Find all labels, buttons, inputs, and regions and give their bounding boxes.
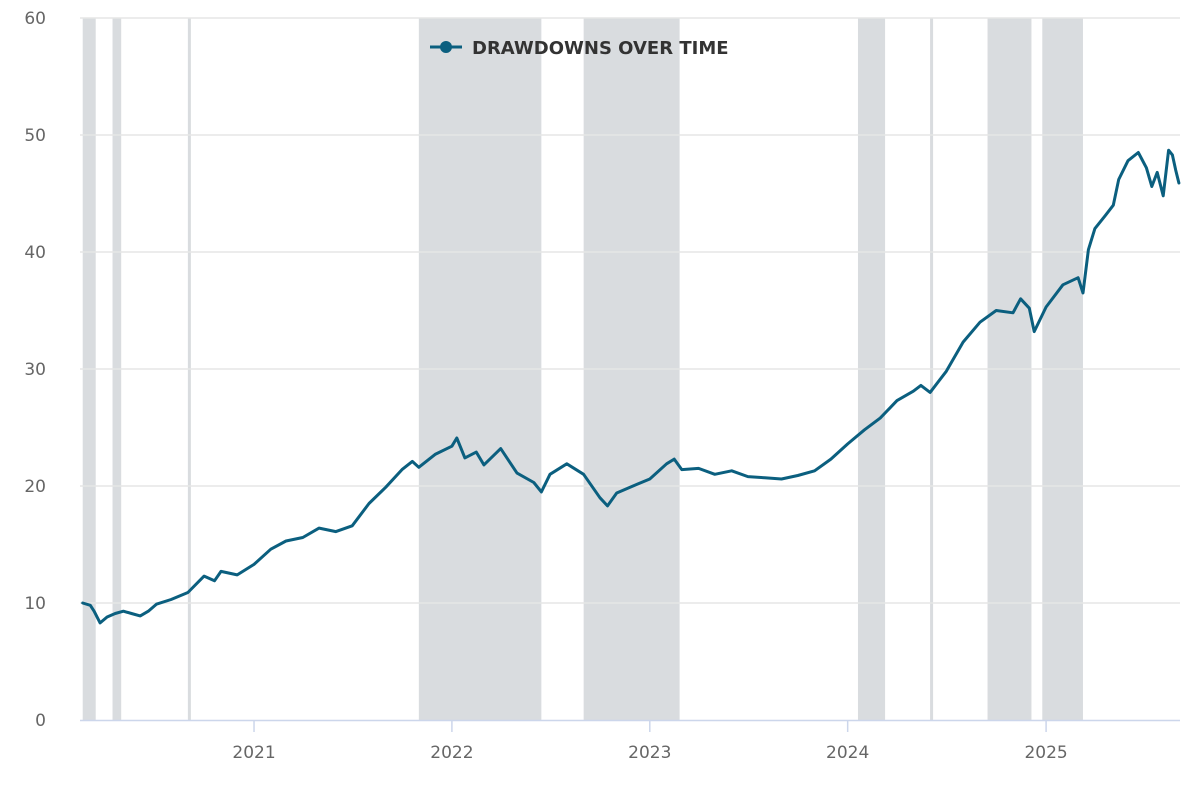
series-line-0 [81,148,1181,625]
y-axis-ticks: 0 10 20 30 40 50 60 [24,9,46,731]
x-tick-label: 2024 [826,743,869,763]
x-tick-label: 2021 [232,743,275,763]
legend-swatch-marker [440,41,452,53]
legend[interactable]: DRAWDOWNS OVER TIME [430,38,729,59]
x-tick-label: 2022 [430,743,473,763]
x-axis: 2021 2022 2023 2024 2025 [80,719,1180,763]
series-lines [81,148,1181,625]
y-tick-label: 30 [24,360,46,380]
y-tick-label: 40 [24,243,46,263]
y-tick-label: 50 [24,126,46,146]
gridlines [80,17,1180,604]
y-tick-label: 20 [24,477,46,497]
y-tick-label: 0 [35,711,46,731]
legend-label[interactable]: DRAWDOWNS OVER TIME [472,38,729,59]
x-tick-label: 2023 [628,743,671,763]
x-tick-label: 2025 [1024,743,1067,763]
y-tick-label: 60 [24,9,46,29]
y-tick-label: 10 [24,594,46,614]
